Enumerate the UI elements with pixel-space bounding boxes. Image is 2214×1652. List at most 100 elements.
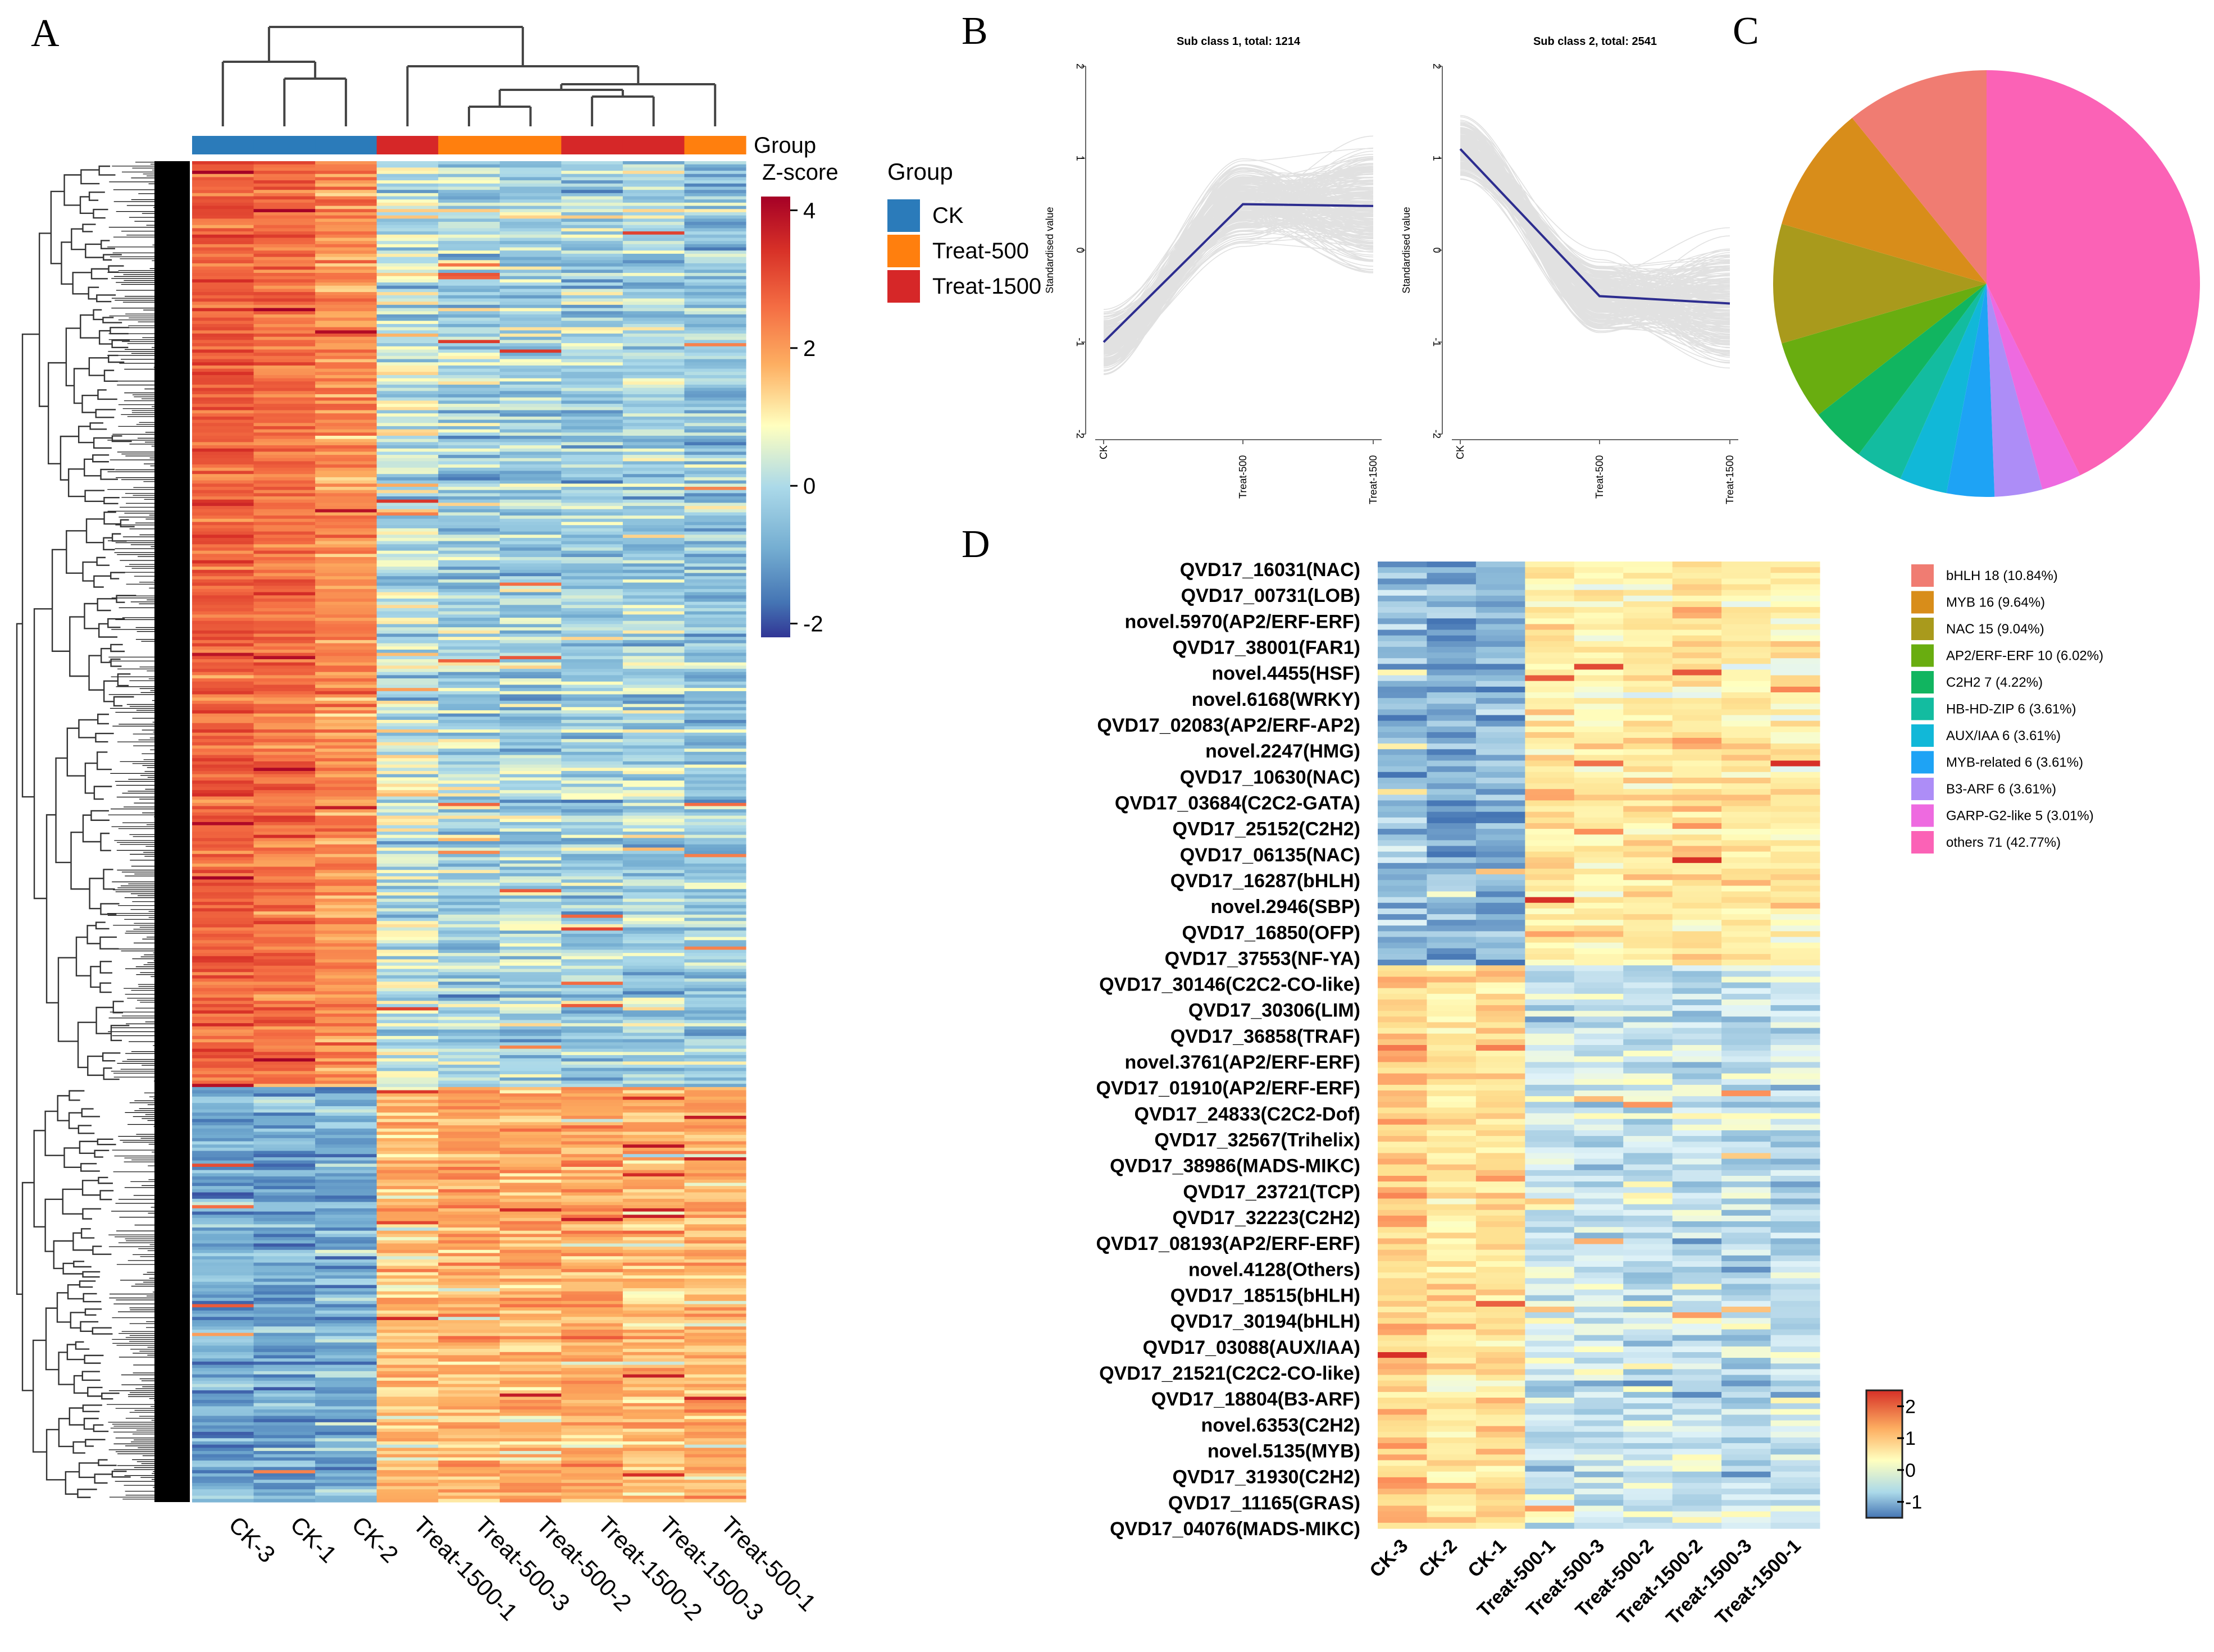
heatmap-cell-d	[1574, 772, 1624, 778]
heatmap-cell	[684, 646, 746, 650]
heatmap-cell-d	[1427, 766, 1477, 773]
heatmap-cell	[438, 1473, 500, 1477]
heatmap-cell	[376, 656, 439, 660]
heatmap-cell	[499, 1279, 562, 1283]
heatmap-cell	[622, 362, 685, 366]
heatmap-cell	[253, 924, 316, 928]
heatmap-cell	[253, 429, 316, 433]
heatmap-cell	[499, 161, 562, 165]
heatmap-cell	[376, 847, 439, 851]
heatmap-cell	[499, 1313, 562, 1317]
heatmap-cell	[499, 1403, 562, 1407]
heatmap-cell	[192, 1234, 254, 1238]
heatmap-cell	[561, 965, 623, 970]
heatmap-cell	[253, 1084, 316, 1088]
heatmap-cell	[561, 1007, 623, 1011]
heatmap-cell	[376, 793, 439, 797]
heatmap-cell	[622, 895, 685, 899]
heatmap-cell	[438, 247, 500, 251]
heatmap-cell	[499, 809, 562, 813]
heatmap-cell-d	[1574, 664, 1624, 670]
heatmap-cell-d	[1721, 573, 1771, 579]
heatmap-cell	[622, 911, 685, 915]
heatmap-cell	[376, 167, 439, 171]
panel-letter-a: A	[31, 12, 60, 55]
heatmap-cell	[499, 834, 562, 838]
heatmap-cell	[499, 385, 562, 389]
heatmap-cell	[622, 1329, 685, 1334]
heatmap-cell	[684, 1482, 746, 1487]
heatmap-cell-d	[1721, 1124, 1771, 1131]
heatmap-cell	[315, 793, 377, 797]
heatmap-cell	[376, 1272, 439, 1276]
heatmap-cell	[684, 435, 746, 440]
heatmap-cell-d	[1378, 664, 1428, 670]
heatmap-cell	[499, 822, 562, 826]
heatmap-cell	[315, 720, 377, 724]
heatmap-cell-d	[1475, 1187, 1525, 1193]
heatmap-cell	[253, 956, 316, 960]
heatmap-cell	[438, 537, 500, 542]
heatmap-cell	[499, 257, 562, 261]
heatmap-cell	[684, 474, 746, 478]
heatmap-cell	[376, 231, 439, 235]
heatmap-cell	[438, 1291, 500, 1295]
heatmap-cell	[376, 796, 439, 800]
heatmap-cell	[622, 802, 685, 807]
heatmap-cell	[684, 1198, 746, 1203]
heatmap-cell-d	[1574, 795, 1624, 801]
heatmap-cell	[622, 969, 685, 973]
heatmap-cell-d	[1378, 1107, 1428, 1114]
heatmap-cell	[622, 749, 685, 752]
heatmap-cell	[376, 598, 439, 603]
heatmap-cell-d	[1721, 704, 1771, 710]
heatmap-cell	[376, 1014, 439, 1017]
heatmap-cell	[561, 704, 623, 708]
heatmap-cell	[684, 385, 746, 389]
heatmap-cell	[561, 340, 623, 344]
heatmap-cell	[561, 222, 623, 226]
heatmap-cell	[684, 1403, 746, 1407]
heatmap-cell	[192, 965, 254, 970]
heatmap-cell	[438, 793, 500, 797]
heatmap-cell-d	[1770, 1130, 1820, 1137]
heatmap-cell	[376, 1135, 439, 1139]
heatmap-cell	[253, 1256, 316, 1260]
heatmap-cell	[192, 161, 254, 165]
heatmap-cell	[622, 439, 685, 442]
heatmap-cell	[622, 1157, 685, 1161]
heatmap-cell-d	[1475, 925, 1525, 932]
heatmap-cell	[376, 1001, 439, 1005]
heatmap-cell	[499, 423, 562, 427]
heatmap-cell-d	[1475, 704, 1525, 710]
heatmap-cell	[561, 1033, 623, 1037]
heatmap-cell	[438, 768, 500, 772]
heatmap-cell	[253, 238, 316, 241]
heatmap-cell	[438, 694, 500, 698]
heatmap-cell	[376, 802, 439, 807]
heatmap-cell-d	[1525, 902, 1575, 909]
heatmap-cell	[376, 193, 439, 197]
heatmap-cell	[622, 206, 685, 209]
heatmap-cell	[376, 1397, 439, 1400]
heatmap-cell	[499, 732, 562, 737]
heatmap-cell	[499, 1393, 562, 1397]
heatmap-cell	[499, 1205, 562, 1209]
heatmap-cell-d	[1525, 942, 1575, 949]
heatmap-cell-d	[1427, 868, 1477, 875]
heatmap-cell-d	[1770, 629, 1820, 636]
heatmap-cell	[499, 1438, 562, 1442]
heatmap-cell	[438, 317, 500, 321]
heatmap-cell	[684, 1007, 746, 1011]
heatmap-cell	[253, 1211, 316, 1215]
heatmap-cell	[315, 1470, 377, 1474]
heatmap-cell	[684, 930, 746, 934]
heatmap-cell-d	[1525, 1193, 1575, 1199]
heatmap-cell	[622, 368, 685, 372]
heatmap-cell-d	[1672, 1084, 1722, 1091]
heatmap-cell	[192, 503, 254, 506]
heatmap-cell	[622, 755, 685, 759]
heatmap-cell	[561, 1160, 623, 1164]
heatmap-cell	[315, 982, 377, 985]
heatmap-cell	[438, 1352, 500, 1356]
